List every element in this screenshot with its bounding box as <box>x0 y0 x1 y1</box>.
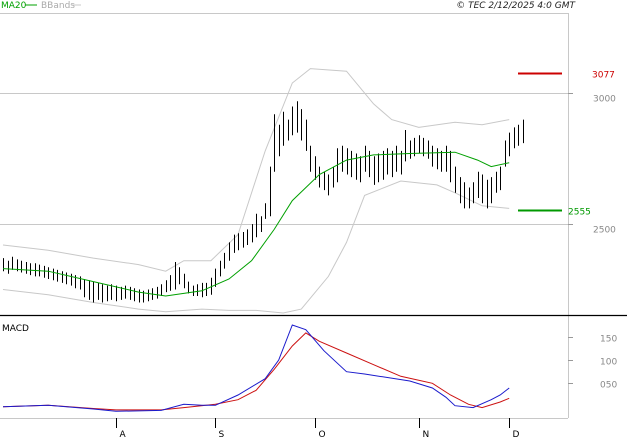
level-low-label: 2555 <box>568 208 591 218</box>
legend: MA20 BBands <box>1 1 81 11</box>
copyright-text: © TEC 2/12/2025 4:0 GMT <box>456 1 576 11</box>
x-tick-label: A <box>120 430 127 440</box>
price-bars <box>3 101 524 303</box>
macd-panel: MACD 150 100 050 <box>2 324 617 412</box>
price-tick-label: 2500 <box>593 226 616 236</box>
macd-tick-label: 050 <box>600 381 617 391</box>
level-high-label: 3077 <box>592 71 615 81</box>
bbands-upper-line <box>2 68 510 272</box>
x-tick-label: N <box>423 430 430 440</box>
x-tick-label: O <box>319 430 326 440</box>
price-panel: 3000 2500 3077 2555 <box>0 13 616 418</box>
macd-tick-label: 100 <box>600 358 617 368</box>
legend-bbands-label: BBands <box>41 1 75 11</box>
x-tick-label: D <box>513 430 520 440</box>
macd-line <box>2 324 510 412</box>
ma20-line <box>2 151 510 297</box>
macd-signal-line <box>2 332 510 411</box>
price-tick-label: 3000 <box>593 95 616 105</box>
legend-ma20-label: MA20 <box>1 1 27 11</box>
macd-title: MACD <box>2 324 29 334</box>
macd-tick-label: 150 <box>600 335 617 345</box>
bbands-lower-line <box>2 180 510 314</box>
x-tick-label: S <box>219 430 225 440</box>
